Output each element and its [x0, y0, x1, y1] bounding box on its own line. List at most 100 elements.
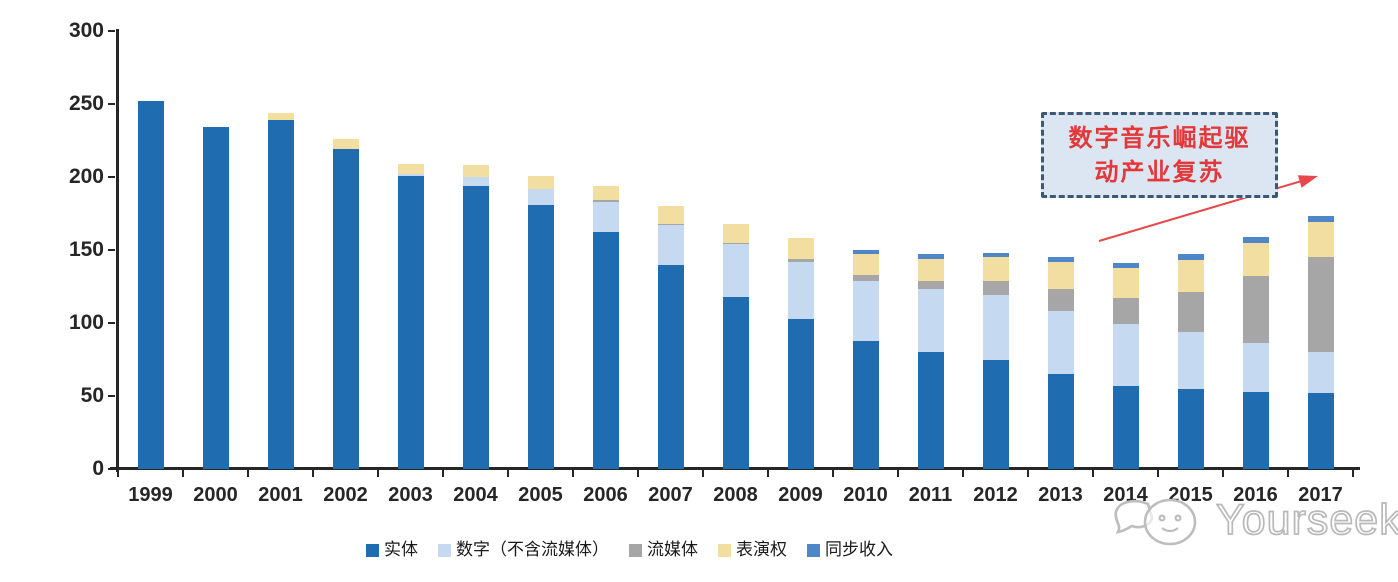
bar-segment [852, 275, 879, 281]
bar-segment [1112, 386, 1139, 469]
bar-segment [1307, 352, 1334, 393]
bar-segment [982, 360, 1009, 469]
legend-item: 表演权 [718, 540, 787, 560]
bar-segment [787, 238, 814, 259]
x-axis-tick [897, 469, 899, 477]
bar-segment [1047, 374, 1074, 469]
x-axis-label: 2012 [973, 484, 1018, 506]
chart-legend: 实体 数字（不含流媒体） 流媒体 表演权 同步收入 [366, 540, 893, 560]
watermark-text: Yourseeker [1215, 495, 1398, 545]
bar-segment [1177, 389, 1204, 469]
x-axis-tick [1222, 469, 1224, 477]
bar-segment [917, 281, 944, 289]
bar-segment [982, 253, 1009, 257]
bar-segment [462, 186, 489, 469]
x-axis-tick [507, 469, 509, 477]
x-axis-tick [1157, 469, 1159, 477]
x-axis-label: 2002 [323, 484, 368, 506]
bar-segment [1242, 392, 1269, 469]
bar-segment [657, 265, 684, 469]
legend-swatch [438, 543, 451, 557]
annotation-text-line2: 动产业复苏 [1094, 159, 1225, 186]
bar-segment [527, 176, 554, 189]
x-axis-label: 2016 [1233, 484, 1278, 506]
bar-segment [1047, 289, 1074, 311]
x-axis-label: 2009 [778, 484, 823, 506]
x-axis-tick [312, 469, 314, 477]
bar-segment [982, 257, 1009, 281]
y-axis-label: 200 [68, 165, 104, 188]
bar-segment [332, 139, 359, 149]
x-axis-tick [572, 469, 574, 477]
bar-segment [1112, 263, 1139, 268]
y-axis-tick [108, 468, 115, 470]
x-axis-tick [1287, 469, 1289, 477]
y-axis-tick [108, 395, 115, 397]
bar-segment [267, 120, 294, 469]
y-axis-label: 100 [68, 311, 104, 334]
bar-segment [657, 206, 684, 224]
bar-segment [722, 224, 749, 243]
y-axis-tick [108, 176, 115, 178]
x-axis-label: 2004 [453, 484, 498, 506]
yourseeker-logo-icon [1114, 498, 1197, 546]
x-axis-tick [1352, 469, 1354, 477]
bar-segment [592, 200, 619, 202]
x-axis-tick [637, 469, 639, 477]
x-axis-label: 2007 [648, 484, 693, 506]
y-axis-label: 300 [68, 19, 104, 42]
x-axis-tick [1092, 469, 1094, 477]
x-axis-label: 2017 [1298, 484, 1343, 506]
legend-label: 表演权 [736, 540, 787, 559]
bar-segment [1307, 216, 1334, 222]
y-axis-line [115, 29, 119, 472]
x-axis-label: 2006 [583, 484, 628, 506]
bar-segment [1177, 254, 1204, 260]
bar-segment [1242, 276, 1269, 343]
bar-segment [722, 244, 749, 297]
legend-item: 同步收入 [807, 540, 893, 560]
x-axis-label: 2005 [518, 484, 563, 506]
x-axis-tick [182, 469, 184, 477]
y-axis-label: 250 [68, 92, 104, 115]
legend-item: 流媒体 [629, 540, 698, 560]
bar-segment [527, 189, 554, 205]
x-axis-label: 2001 [258, 484, 303, 506]
bar-segment [1047, 262, 1074, 289]
x-axis-tick [1027, 469, 1029, 477]
x-axis-label: 2003 [388, 484, 433, 506]
y-axis-label: 50 [80, 384, 104, 407]
bar-segment [852, 250, 879, 254]
y-axis-tick [108, 103, 115, 105]
annotation-text-line1: 数字音乐崛起驱 [1068, 125, 1251, 152]
bar-segment [1112, 324, 1139, 386]
bar-segment [982, 295, 1009, 360]
y-axis-tick [108, 322, 115, 324]
bar-segment [1242, 243, 1269, 276]
bar-segment [332, 149, 359, 469]
annotation-callout: 数字音乐崛起驱 动产业复苏 [1041, 112, 1278, 198]
bar-segment [917, 254, 944, 259]
y-axis-label: 150 [68, 238, 104, 261]
x-axis-tick [117, 469, 119, 477]
bar-segment [852, 254, 879, 275]
bar-segment [1112, 268, 1139, 298]
x-axis-label: 2010 [843, 484, 888, 506]
bar-segment [592, 186, 619, 200]
x-axis-label: 1999 [128, 484, 173, 506]
bar-segment [1177, 332, 1204, 389]
bar-segment [657, 224, 684, 225]
legend-swatch [807, 543, 820, 557]
x-axis-label: 2008 [713, 484, 758, 506]
x-axis-label: 2011 [908, 484, 953, 506]
bar-segment [1307, 257, 1334, 352]
x-axis-tick [962, 469, 964, 477]
x-axis-tick [767, 469, 769, 477]
watermark: Yourseeker [1104, 490, 1398, 550]
bar-segment [852, 281, 879, 341]
x-axis-tick [247, 469, 249, 477]
bar-segment [202, 127, 229, 469]
bar-segment [397, 174, 424, 176]
